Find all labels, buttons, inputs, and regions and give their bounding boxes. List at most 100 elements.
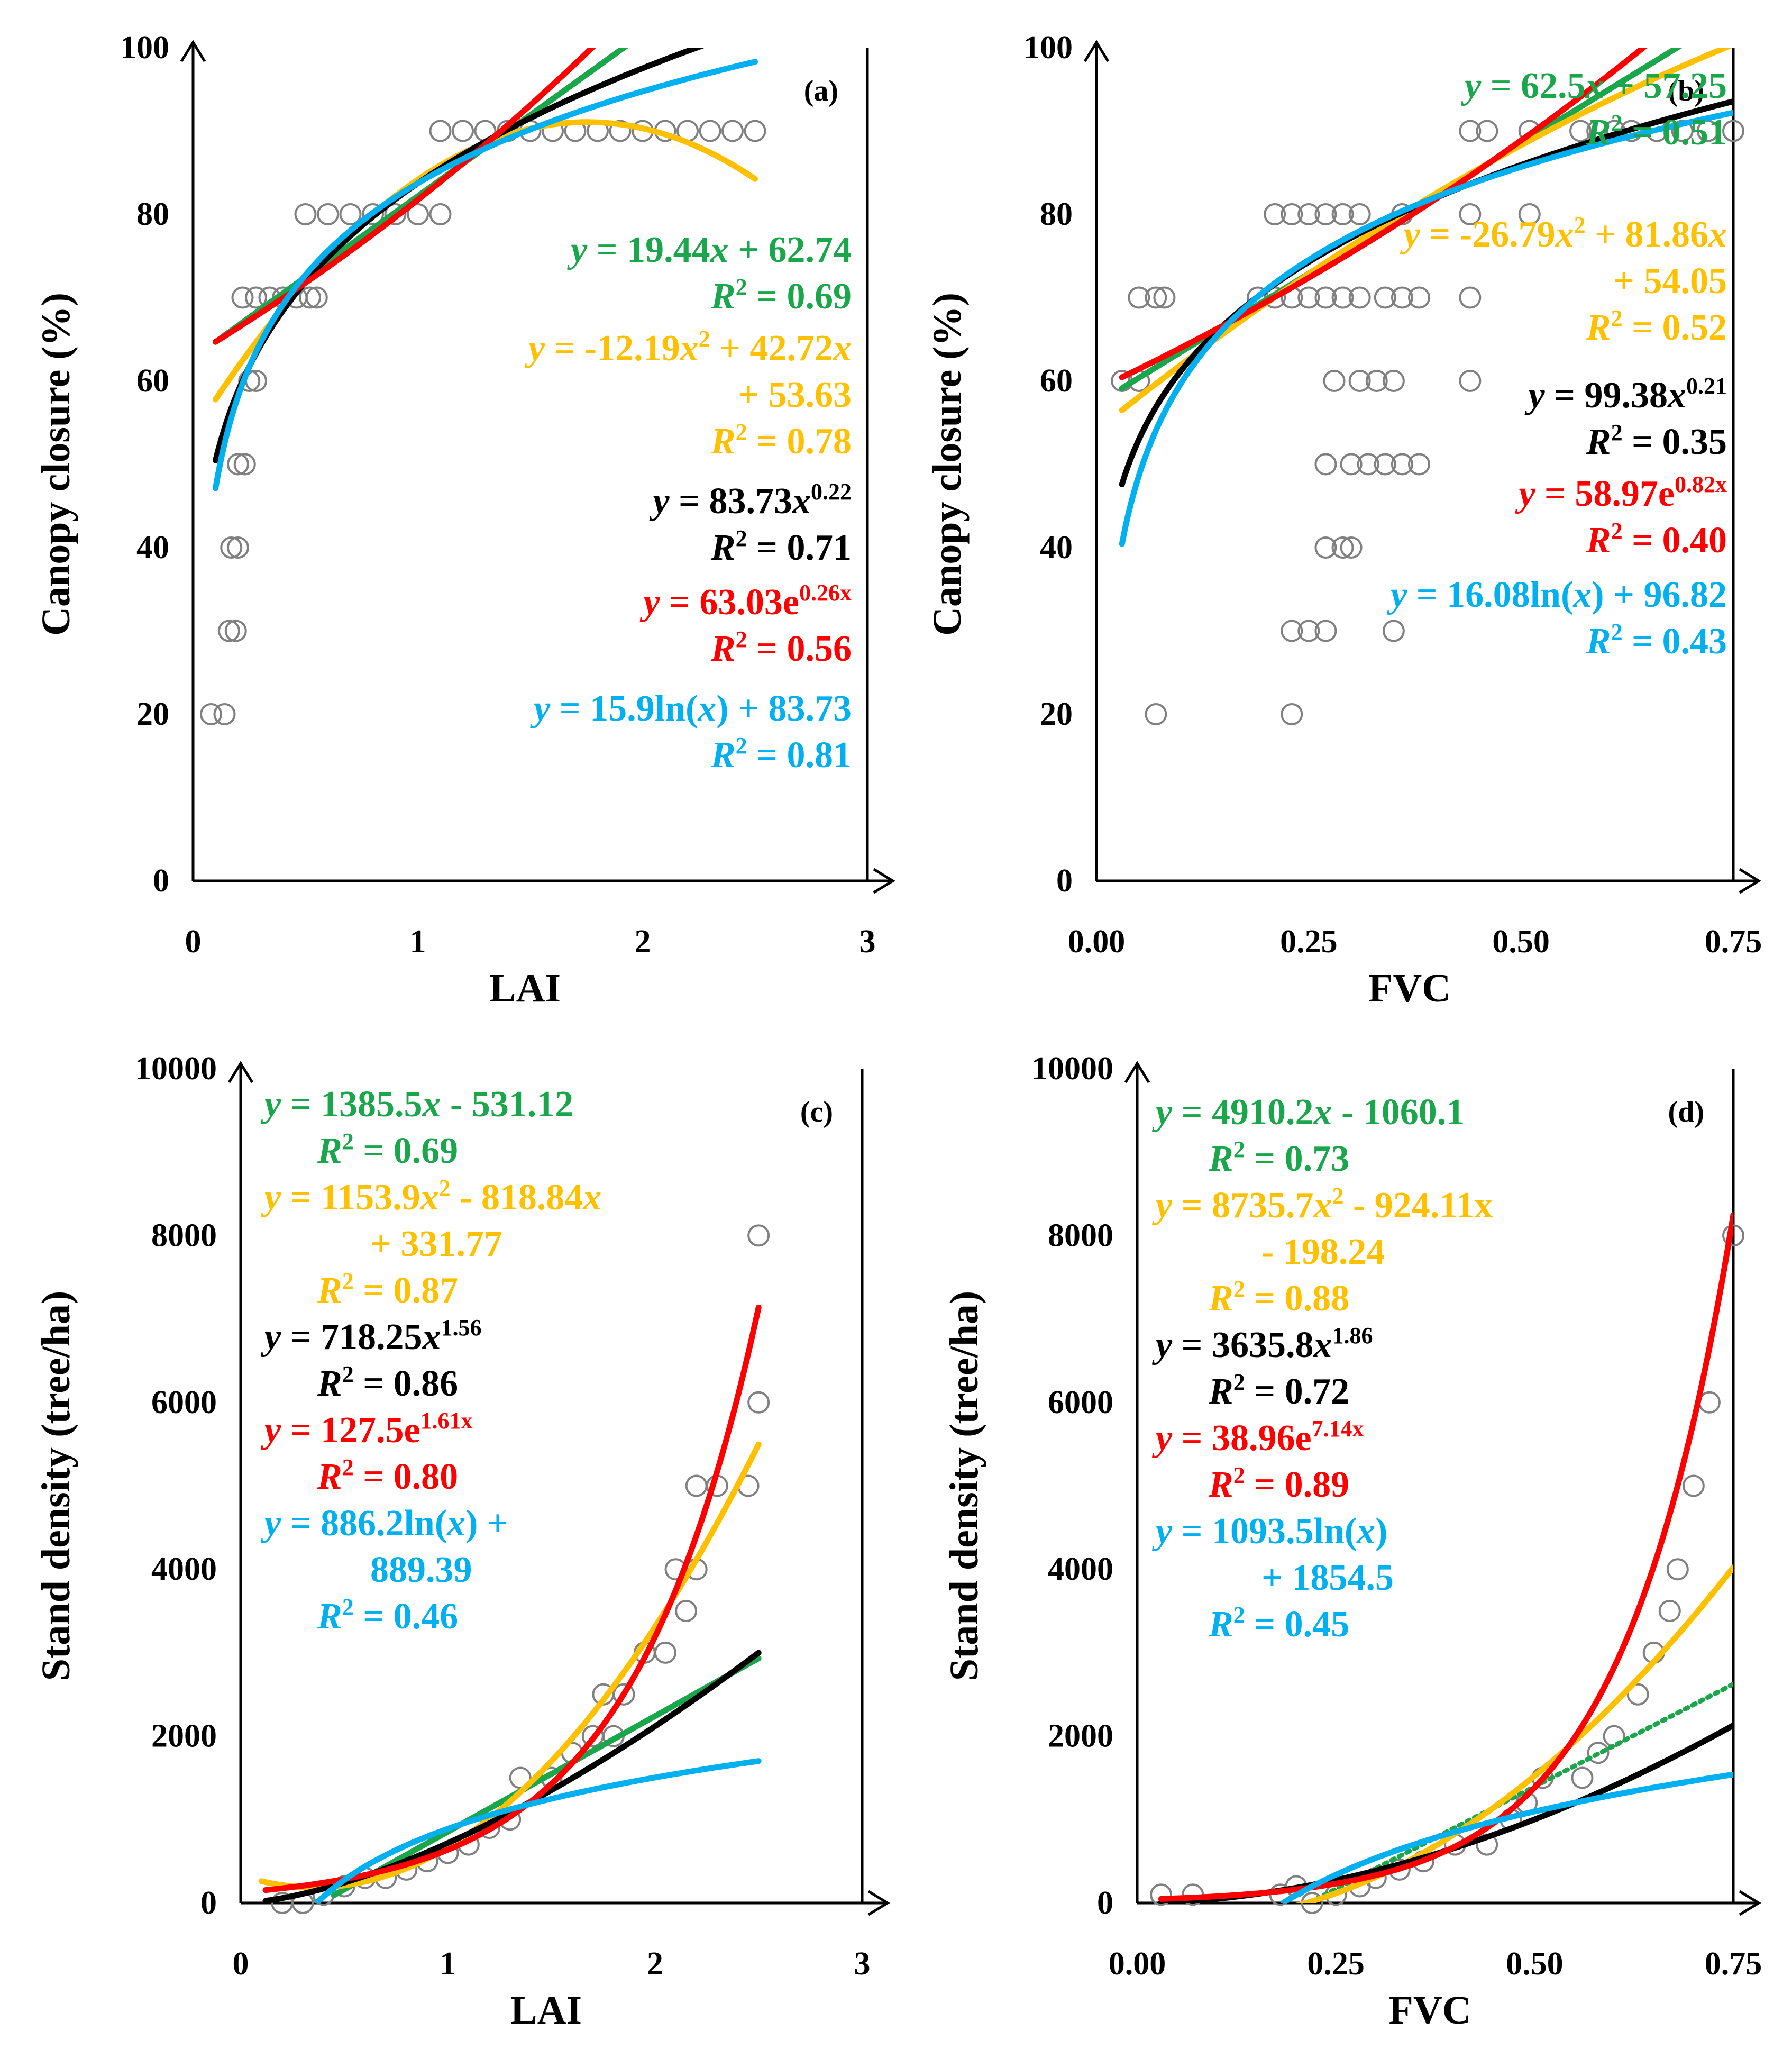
equation-text: = 0.69: [747, 276, 852, 317]
data-point: [429, 120, 452, 142]
fit-curve-exp: [213, 48, 597, 345]
plot-frame-spacer: [241, 1064, 861, 1069]
y-tick-label: 80: [1040, 196, 1073, 232]
x-tick-label: 0.75: [1705, 1946, 1762, 1982]
y-tick-label: 20: [1040, 696, 1073, 732]
data-point: [294, 203, 317, 225]
equation-text: = -12.19: [545, 328, 680, 369]
equation-variable: y: [530, 688, 551, 729]
data-point: [1348, 370, 1371, 392]
equation-line: y = 1093.5ln(x): [1152, 1511, 1387, 1552]
equation-superscript: 2: [736, 525, 747, 551]
equation-superscript: 2: [1332, 1183, 1343, 1209]
equation-variable: y: [261, 1410, 281, 1451]
equation-variable: R: [317, 1596, 342, 1637]
data-point: [1518, 203, 1541, 225]
equation-line: + 53.63: [738, 375, 852, 415]
equation-variable: R: [317, 1270, 342, 1311]
data-point: [1314, 453, 1337, 476]
y-axis-arrow: [1083, 40, 1110, 62]
data-point: [1281, 703, 1303, 725]
data-point: [675, 1600, 698, 1623]
fit-curve-log: [1281, 1771, 1733, 1903]
equation-superscript: 2: [1233, 1602, 1245, 1628]
y-tick-label: 6000: [151, 1385, 217, 1420]
equation-variable: R: [317, 1456, 342, 1497]
data-point: [231, 286, 254, 309]
equation-line: y = 19.44x + 62.74: [567, 230, 852, 270]
equation-superscript: 2: [439, 1175, 451, 1201]
x-tick-label: 0.00: [1068, 924, 1126, 960]
fit-curves: [213, 48, 758, 491]
equation-variable: R: [1208, 1604, 1233, 1645]
equation-line: y = 886.2ln(x) +: [261, 1503, 508, 1544]
equation-text: = 0.35: [1623, 422, 1727, 462]
data-point: [317, 203, 339, 225]
equation-variable: x: [697, 688, 716, 729]
x-tick-label: 0: [185, 924, 202, 960]
data-point: [1145, 286, 1167, 309]
equation-superscript: 2: [736, 733, 747, 759]
equation-line: + 331.77: [370, 1224, 502, 1264]
x-axis-arrow: [1739, 1890, 1761, 1916]
equation-text: = 63.03e: [660, 582, 799, 623]
data-point: [747, 1391, 770, 1414]
data-point: [1569, 120, 1592, 142]
equation-text: - 1060.1: [1332, 1092, 1465, 1133]
x-tick-label: 0.25: [1280, 924, 1338, 960]
equation-text: = 99.38: [1545, 375, 1668, 416]
equation-line: R2 = 0.72: [1208, 1369, 1349, 1412]
equation-superscript: 2: [342, 1128, 354, 1154]
equation-superscript: 2: [1611, 305, 1623, 331]
equation-variable: R: [1586, 307, 1611, 348]
equation-superscript: 2: [736, 419, 747, 445]
equation-text: = 0.45: [1245, 1604, 1349, 1645]
equation-text: - 924.11x: [1343, 1185, 1493, 1226]
equation-variable: y: [1152, 1185, 1173, 1226]
data-point: [612, 1683, 635, 1706]
equation-superscript: 2: [1233, 1276, 1245, 1302]
fit-curve-power: [262, 1650, 762, 1903]
data-point: [1374, 286, 1396, 309]
data-point: [1314, 286, 1337, 309]
scatter-points: [200, 120, 766, 725]
equation-variable: x: [1585, 66, 1604, 106]
equation-line: y = 62.5x + 57.25: [1461, 66, 1727, 106]
equation-text: + 331.77: [370, 1224, 502, 1264]
equation-text: = 1153.9: [281, 1177, 420, 1218]
equation-text: - 198.24: [1261, 1232, 1385, 1272]
data-point: [1476, 120, 1498, 142]
fit-curve-poly2: [1295, 1564, 1733, 1903]
equation-text: + 57.25: [1604, 66, 1727, 106]
equation-text: = 886.2ln(: [281, 1503, 447, 1544]
data-point: [1682, 1474, 1705, 1497]
y-tick-label: 2000: [151, 1718, 217, 1754]
data-point: [1365, 370, 1388, 392]
equation-variable: x: [792, 481, 811, 522]
panel-label: (c): [800, 1096, 833, 1128]
y-axis-label: Canopy closure (%): [34, 293, 78, 636]
equation-line: y = 99.38x0.21: [1525, 373, 1727, 416]
equation-text: = 1385.5: [281, 1084, 422, 1125]
equation-variable: x: [1356, 1511, 1375, 1552]
equation-variable: R: [1208, 1371, 1233, 1412]
equation-text: = 0.81: [747, 735, 852, 776]
data-point: [1331, 286, 1354, 309]
y-tick-label: 4000: [1048, 1551, 1113, 1587]
plot-frame-spacer: [193, 43, 866, 48]
data-point: [1150, 1883, 1173, 1906]
data-point: [1331, 203, 1354, 225]
x-tick-label: 3: [854, 1946, 871, 1982]
data-point: [509, 1766, 532, 1789]
equation-text: = 0.88: [1245, 1278, 1349, 1319]
plot-frame-spacer: [1096, 43, 1732, 48]
data-point: [1314, 536, 1337, 559]
equation-variable: x: [1555, 214, 1574, 255]
equation-superscript: 0.82x: [1675, 471, 1727, 497]
equation-variable: y: [1152, 1418, 1173, 1459]
equation-line: R2 = 0.71: [710, 525, 852, 568]
equation-variable: R: [1586, 422, 1611, 462]
equation-text: ) + 83.73: [716, 688, 852, 729]
equation-superscript: 2: [736, 274, 747, 300]
equation-text: = 0.78: [747, 421, 852, 462]
